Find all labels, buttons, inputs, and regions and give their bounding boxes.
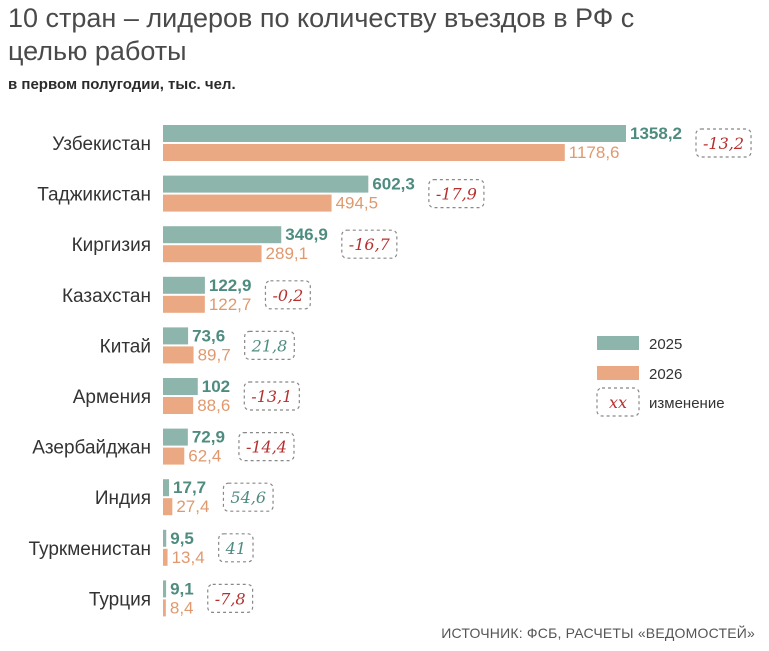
change-box	[264, 280, 311, 310]
change-value: 54,6	[230, 488, 266, 507]
data-label-2026: 289,1	[266, 244, 309, 263]
bar-2026	[163, 346, 194, 364]
data-label-2025: 602,3	[372, 175, 415, 194]
data-label-2026: 13,4	[172, 548, 205, 567]
bar-2025	[163, 529, 167, 547]
change-box	[222, 482, 274, 512]
category-label: Китай	[100, 336, 151, 357]
change-value: -17,9	[436, 185, 477, 204]
chart-subtitle: в первом полугодии, тыс. чел.	[8, 76, 236, 93]
bar-2026	[163, 245, 262, 263]
legend-label-2025: 2025	[649, 336, 682, 353]
category-label: Индия	[95, 488, 151, 509]
bar-2026	[163, 548, 168, 566]
change-box	[207, 583, 254, 614]
data-label-2025: 9,1	[170, 579, 194, 598]
source-note: ИСТОЧНИК: ФСБ, РАСЧЕТЫ «ВЕДОМОСТЕЙ»	[441, 625, 755, 641]
bar-2025	[163, 327, 189, 345]
bar-2025	[163, 479, 170, 497]
change-value: -13,1	[251, 387, 292, 406]
change-box	[238, 432, 295, 462]
data-label-2025: 122,9	[209, 276, 252, 295]
data-label-2026: 88,6	[197, 396, 230, 415]
change-box	[695, 128, 752, 158]
legend-change-sample: xx	[609, 393, 627, 412]
data-label-2025: 17,7	[173, 478, 206, 497]
data-label-2025: 1358,2	[630, 124, 682, 143]
change-box	[243, 381, 300, 411]
data-label-2026: 89,7	[198, 345, 231, 364]
data-label-2025: 102	[202, 377, 230, 396]
bar-2026	[163, 599, 166, 617]
change-value: -13,2	[703, 134, 744, 153]
category-label: Таджикистан	[37, 185, 151, 206]
change-value: -16,7	[349, 235, 391, 254]
category-label: Казахстан	[62, 286, 151, 307]
change-value: -14,4	[246, 438, 287, 457]
change-box	[341, 229, 398, 259]
bar-2025	[163, 175, 369, 193]
category-label: Узбекистан	[52, 134, 151, 155]
data-label-2026: 122,7	[209, 295, 252, 314]
bar-2025	[163, 580, 167, 598]
bar-2025	[163, 428, 188, 446]
category-label: Туркменистан	[29, 539, 152, 560]
data-label-2025: 73,6	[192, 326, 225, 345]
data-label-2025: 72,9	[192, 428, 225, 447]
data-label-2026: 27,4	[176, 497, 209, 516]
category-label: Армения	[73, 387, 151, 408]
bar-2026	[163, 144, 565, 161]
legend-change-box	[596, 387, 640, 417]
bar-2026	[163, 447, 185, 465]
change-box	[218, 533, 254, 563]
data-label-2026: 1178,6	[569, 143, 620, 162]
data-label-2026: 62,4	[188, 447, 221, 466]
change-box	[428, 179, 485, 209]
change-box	[244, 330, 295, 360]
bar-2025	[163, 125, 626, 142]
legend-label-2026: 2026	[649, 366, 682, 383]
data-label-2026: 8,4	[170, 598, 194, 617]
bar-2025	[163, 276, 205, 294]
legend-swatch-2026	[597, 366, 639, 380]
category-label: Киргизия	[72, 235, 151, 256]
category-label: Турция	[89, 589, 151, 610]
bar-2026	[163, 498, 173, 516]
change-value: 41	[225, 539, 246, 558]
legend-label-change: изменение	[649, 395, 725, 412]
data-label-2025: 346,9	[285, 225, 328, 244]
change-value: 21,8	[251, 336, 288, 355]
bar-2025	[163, 226, 282, 244]
bar-2026	[163, 397, 194, 414]
bar-2025	[163, 378, 198, 395]
category-label: Азербайджан	[32, 438, 151, 459]
bar-2026	[163, 295, 205, 313]
change-value: -0,2	[272, 286, 303, 305]
data-label-2025: 9,5	[170, 529, 194, 548]
data-label-2026: 494,5	[336, 194, 379, 213]
legend-swatch-2025	[597, 336, 639, 350]
chart-title: 10 стран – лидеров по количеству въездов…	[8, 3, 635, 66]
change-value: -7,8	[215, 589, 246, 608]
bar-2026	[163, 194, 332, 212]
